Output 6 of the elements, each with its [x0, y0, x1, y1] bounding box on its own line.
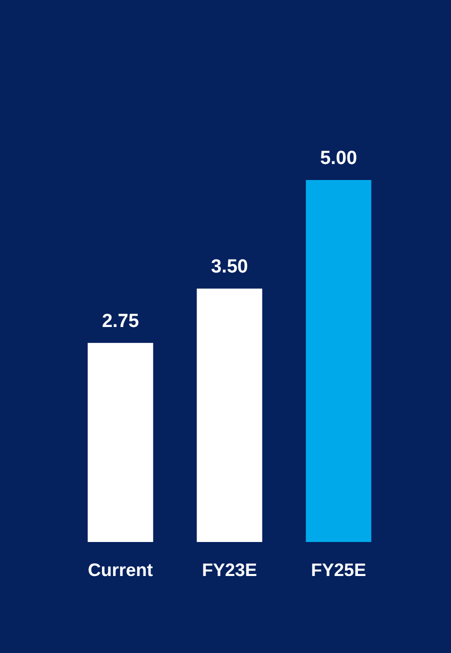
data-label: 3.50 [211, 256, 248, 278]
x-tick-label: FY23E [202, 560, 258, 580]
data-label: 5.00 [320, 148, 358, 169]
x-tick-label: FY25E [311, 560, 366, 580]
data-label: 2.75 [102, 310, 140, 332]
x-tick-label: Current [88, 560, 153, 580]
